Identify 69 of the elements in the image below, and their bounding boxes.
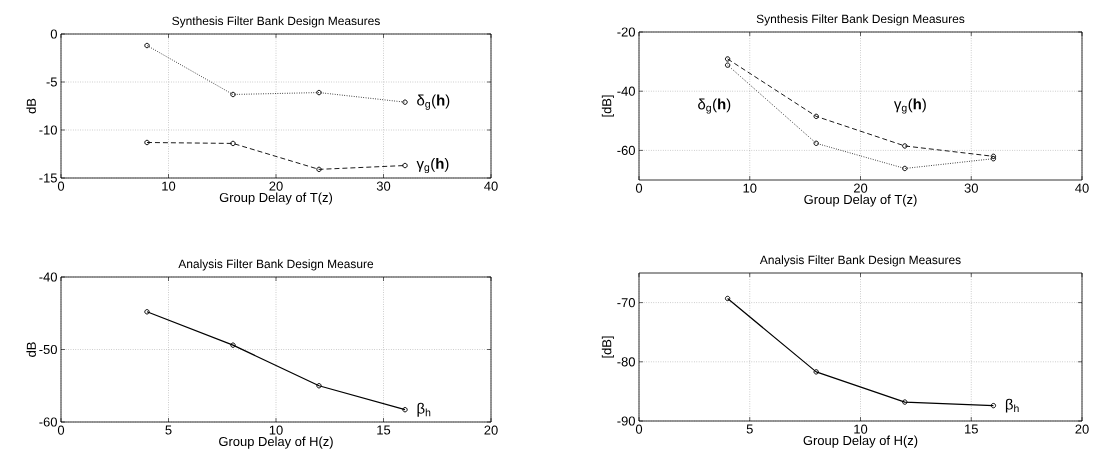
- y-tick-label: -40: [39, 272, 57, 282]
- x-tick-label: 20: [1075, 424, 1089, 434]
- y-tick-label: -60: [617, 145, 635, 155]
- point: [902, 399, 908, 405]
- x-axis-title: Group Delay of T(z): [219, 192, 333, 205]
- point: [144, 139, 150, 146]
- point: [813, 113, 819, 120]
- x-tick-label: 5: [746, 424, 753, 434]
- x-axis-title: Group Delay of H(z): [219, 436, 333, 449]
- point: [230, 342, 236, 348]
- x-tick-label: 10: [854, 424, 868, 434]
- x-tick-label: 15: [965, 424, 978, 434]
- y-tick-label: -40: [617, 86, 635, 96]
- y-tick-label: -5: [46, 77, 57, 87]
- y-tick-label: -15: [39, 173, 57, 183]
- x-tick-label: 30: [964, 183, 978, 193]
- x-tick-label: 10: [162, 181, 176, 191]
- series-label: δ$_{g}$(h): [698, 98, 731, 114]
- x-tick-label: 0: [635, 183, 643, 193]
- y-tick-label: -90: [617, 416, 635, 426]
- x-tick-label: 0: [635, 424, 643, 434]
- x-tick-label: 30: [376, 181, 391, 191]
- y-axis-title: dB: [26, 342, 36, 357]
- y-tick-label: -60: [39, 417, 57, 427]
- y-tick-label: -10: [39, 125, 57, 135]
- chart-title: Synthesis Filter Bank Design Measures: [756, 14, 965, 26]
- x-tick-label: 10: [743, 183, 757, 193]
- point: [144, 42, 150, 49]
- chart-title: Synthesis Filter Bank Design Measures: [172, 16, 380, 28]
- point: [402, 162, 408, 169]
- chart-title: Analysis Filter Bank Design Measures: [759, 255, 961, 267]
- x-axis-title: Group Delay of T(z): [804, 194, 917, 207]
- point: [813, 369, 819, 375]
- point: [402, 99, 408, 105]
- x-tick-label: 20: [269, 181, 283, 191]
- series-label: β$_{h}$: [417, 402, 431, 417]
- point: [902, 165, 908, 172]
- point: [230, 91, 236, 98]
- y-tick-label: -70: [617, 298, 635, 308]
- y-axis-title: [dB]: [601, 336, 614, 358]
- point: [316, 89, 322, 96]
- point: [724, 62, 731, 68]
- series-label: β$_{h}$: [1005, 398, 1019, 413]
- x-tick-label: 40: [484, 181, 498, 191]
- y-tick-label: -80: [617, 357, 635, 367]
- point: [316, 383, 322, 389]
- x-tick-label: 0: [57, 425, 65, 435]
- series-label: γ$_{g}$(h): [893, 98, 926, 114]
- series-label: δ$_{g}$(h): [417, 94, 450, 110]
- y-tick-label: 0: [50, 29, 57, 39]
- x-tick-label: 10: [269, 425, 283, 435]
- x-tick-label: 5: [165, 425, 172, 435]
- y-axis-title: [dB]: [601, 95, 614, 117]
- x-tick-label: 15: [377, 425, 391, 435]
- y-axis-title: dB: [26, 98, 36, 114]
- point: [724, 56, 731, 62]
- y-tick-label: -50: [39, 344, 57, 355]
- x-axis-title: Group Delay of H(z): [803, 435, 918, 448]
- point: [813, 140, 819, 146]
- point: [230, 140, 236, 147]
- x-tick-label: 20: [484, 425, 498, 435]
- series-label: γ$_{g}$(h): [416, 157, 449, 174]
- point: [316, 166, 322, 173]
- x-tick-label: 40: [1075, 183, 1089, 193]
- x-tick-label: 20: [853, 183, 868, 193]
- chart-title: Analysis Filter Bank Design Measure: [178, 259, 374, 271]
- y-tick-label: -20: [617, 27, 635, 37]
- x-tick-label: 0: [57, 181, 65, 191]
- point: [902, 143, 908, 149]
